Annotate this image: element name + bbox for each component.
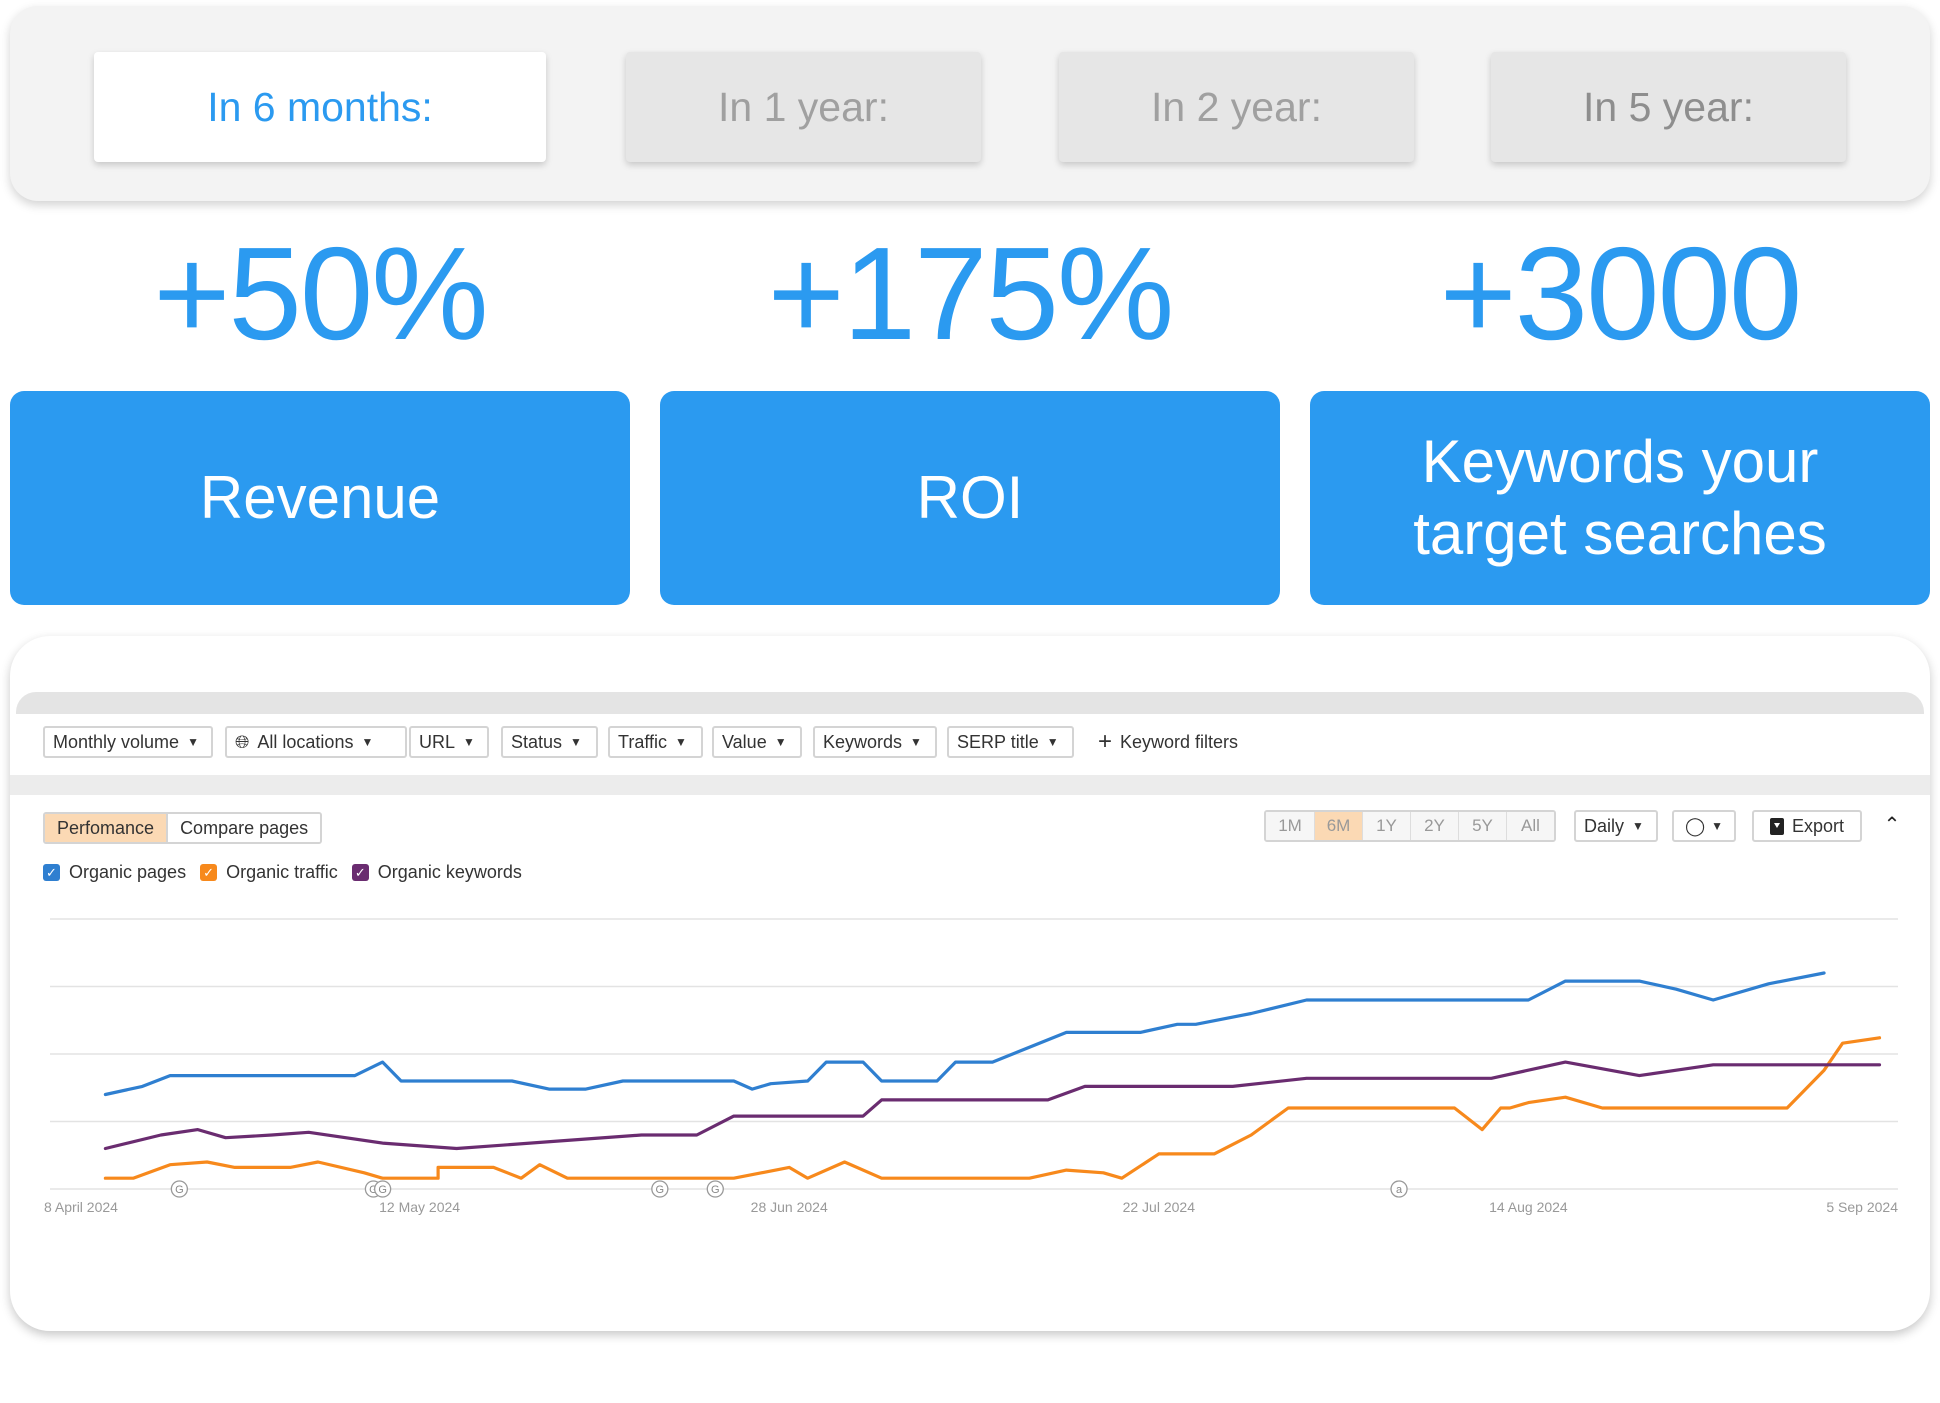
- export-label: Export: [1791, 815, 1845, 836]
- event-marker-label: G: [656, 1184, 665, 1196]
- legend-label: Organic keywords: [377, 862, 522, 882]
- checkbox-icon[interactable]: ✓: [200, 864, 218, 881]
- event-marker-label: G: [175, 1184, 184, 1196]
- event-marker-icon: [1390, 1180, 1408, 1198]
- comment-icon: ◯: [1684, 815, 1706, 836]
- value-filter[interactable]: Value ▼: [712, 726, 802, 758]
- event-marker-icon: [706, 1180, 724, 1198]
- caret-down-icon: ▼: [187, 735, 199, 749]
- caret-down-icon: ▼: [570, 735, 582, 749]
- x-tick-label: 14 Aug 2024: [1489, 1199, 1568, 1215]
- roi-card: ROI: [660, 391, 1280, 605]
- filter-divider: [10, 775, 1930, 795]
- caret-down-icon: ▼: [1711, 819, 1724, 833]
- performance-chart: 8 April 2024 12 May 2024 28 Jun 2024 22 Jul…: [44, 918, 1898, 1215]
- value-label: Value: [722, 731, 767, 752]
- legend-organic-pages[interactable]: ✓ Organic pages: [43, 862, 186, 883]
- url-label: URL: [419, 731, 456, 752]
- range-6m-button[interactable]: 6M: [1314, 812, 1362, 840]
- tab-5-year[interactable]: In 5 year:: [1491, 52, 1846, 162]
- x-tick-label: 12 May 2024: [379, 1199, 460, 1215]
- x-tick-label: 28 Jun 2024: [751, 1199, 828, 1215]
- locations-filter[interactable]: 🌐︎ All locations ▼: [225, 726, 407, 758]
- series-line-organic-keywords: [103, 1060, 1882, 1151]
- caret-down-icon: ▼: [1046, 735, 1059, 749]
- keywords-value: +3000: [1439, 219, 1803, 367]
- range-all-button[interactable]: All: [1506, 812, 1554, 840]
- monthly-volume-filter[interactable]: Monthly volume ▼: [43, 726, 213, 758]
- checkbox-icon[interactable]: ✓: [43, 864, 60, 881]
- chevron-up-icon[interactable]: ⌃: [1883, 813, 1901, 836]
- event-marker-label: G: [711, 1184, 720, 1196]
- tab-2-year[interactable]: In 2 year:: [1059, 52, 1414, 162]
- range-2y-button[interactable]: 2Y: [1410, 812, 1458, 840]
- caret-down-icon: ▼: [1632, 819, 1644, 833]
- event-marker-label: G: [378, 1184, 387, 1196]
- keyword-filters-button[interactable]: + Keyword filters: [1098, 726, 1238, 758]
- view-toggle: Perfomance Compare pages: [43, 812, 323, 844]
- range-5y-button[interactable]: 5Y: [1458, 812, 1506, 840]
- annotations-button[interactable]: ◯ ▼: [1672, 810, 1736, 842]
- keywords-filter[interactable]: Keywords ▼: [813, 726, 937, 758]
- roi-value: +175%: [767, 219, 1175, 367]
- locations-label: All locations: [257, 731, 354, 752]
- tab-6-months[interactable]: In 6 months:: [94, 52, 546, 162]
- range-1y-button[interactable]: 1Y: [1362, 812, 1410, 840]
- legend-label: Organic pages: [69, 862, 187, 882]
- revenue-label: Revenue: [199, 464, 441, 531]
- tab-performance[interactable]: Perfomance: [45, 814, 167, 842]
- status-filter[interactable]: Status ▼: [501, 726, 598, 758]
- monthly-volume-label: Monthly volume: [53, 731, 180, 752]
- range-1m-button[interactable]: 1M: [1266, 812, 1314, 840]
- caret-down-icon: ▼: [675, 735, 687, 749]
- date-range-selector: 1M 6M 1Y 2Y 5Y All: [1264, 810, 1556, 842]
- panel-header-strip: [16, 692, 1924, 714]
- caret-down-icon: ▼: [463, 735, 475, 749]
- series-line-organic-traffic: [103, 1036, 1882, 1180]
- granularity-select[interactable]: Daily ▼: [1574, 810, 1658, 842]
- event-marker-icon: [651, 1180, 669, 1198]
- legend-label: Organic traffic: [226, 862, 338, 882]
- performance-panel: Monthly volume ▼ 🌐︎ All locations ▼ URL ▼ St…: [10, 636, 1930, 1331]
- event-marker-label: a: [1396, 1184, 1403, 1196]
- tab-compare-pages[interactable]: Compare pages: [166, 814, 321, 842]
- event-marker-icon: [373, 1180, 392, 1198]
- revenue-card: Revenue: [10, 391, 630, 605]
- chart-legend: ✓ Organic pages ✓ Organic traffic ✓ Orga…: [43, 862, 536, 883]
- legend-organic-keywords[interactable]: ✓ Organic keywords: [351, 862, 522, 883]
- export-icon: [1769, 817, 1784, 835]
- x-tick-label: 22 Jul 2024: [1123, 1199, 1196, 1215]
- keyword-filters-label: Keyword filters: [1120, 731, 1239, 752]
- legend-organic-traffic[interactable]: ✓ Organic traffic: [200, 862, 338, 883]
- traffic-label: Traffic: [618, 731, 668, 752]
- caret-down-icon: ▼: [910, 735, 922, 749]
- granularity-label: Daily: [1584, 815, 1625, 836]
- series-line-organic-pages: [103, 971, 1826, 1097]
- period-selector: In 6 months: In 1 year: In 2 year: In 5 …: [10, 6, 1930, 201]
- revenue-value: +50%: [153, 219, 488, 367]
- keywords-card: Keywords your target searches: [1310, 391, 1930, 605]
- x-tick-label: 8 April 2024: [44, 1199, 118, 1215]
- x-tick-label: 5 Sep 2024: [1826, 1199, 1898, 1215]
- caret-down-icon: ▼: [361, 735, 374, 749]
- traffic-filter[interactable]: Traffic ▼: [608, 726, 703, 758]
- export-button[interactable]: Export: [1752, 810, 1862, 842]
- status-label: Status: [511, 731, 563, 752]
- roi-label: ROI: [916, 464, 1024, 531]
- caret-down-icon: ▼: [774, 735, 787, 749]
- url-filter[interactable]: URL ▼: [409, 726, 489, 758]
- checkbox-icon[interactable]: ✓: [351, 864, 369, 881]
- serp-title-label: SERP title: [957, 731, 1039, 752]
- serp-title-filter[interactable]: SERP title ▼: [947, 726, 1074, 758]
- plus-icon: +: [1098, 728, 1113, 755]
- event-marker-icon: [170, 1180, 189, 1198]
- event-marker-label: G: [369, 1184, 378, 1196]
- globe-icon: 🌐︎: [235, 731, 250, 752]
- keywords-filter-label: Keywords: [823, 731, 903, 752]
- keywords-label: Keywords your target searches: [1413, 428, 1827, 567]
- tab-1-year[interactable]: In 1 year:: [626, 52, 981, 162]
